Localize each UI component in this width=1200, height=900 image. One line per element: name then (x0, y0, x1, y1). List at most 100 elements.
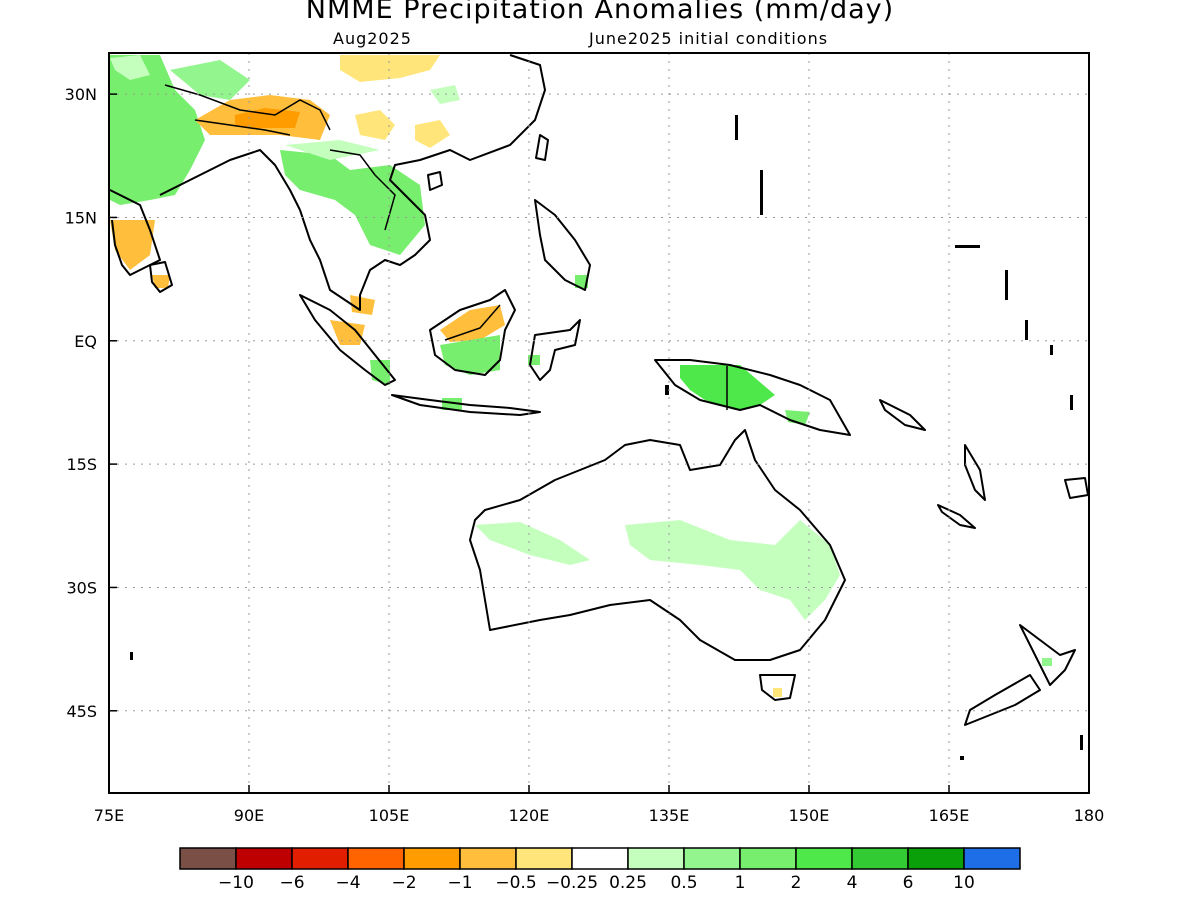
anomaly-china-yellow-2 (355, 110, 395, 140)
anomaly-china-yellow-1 (340, 55, 440, 82)
colorbar-swatch (459, 847, 517, 870)
island-palau (665, 385, 669, 395)
coast-java (391, 394, 541, 416)
anomaly-himalaya-dark (235, 108, 300, 128)
border-himalaya (164, 84, 331, 131)
coast-indochina (299, 54, 546, 311)
colorbar-label: 2 (791, 873, 802, 893)
colorbar-swatch (347, 847, 405, 870)
longitude-tick-labels: 75E 90E 105E 120E 135E 150E 165E 180 (94, 785, 1105, 825)
border-indochina (329, 149, 396, 231)
country-borders (164, 84, 728, 410)
lat-lon-grid (109, 53, 1089, 793)
colorbar-swatch (627, 847, 685, 870)
coast-sumatra (299, 294, 396, 386)
anomaly-bali-green (442, 398, 462, 410)
lat-tick-label: 45S (66, 702, 97, 721)
coast-philippines (534, 199, 591, 291)
colorbar-swatch (571, 847, 629, 870)
lon-tick-label: 165E (929, 806, 970, 825)
colorbar-label: −10 (218, 873, 254, 893)
colorbar-label: 1 (735, 873, 746, 893)
colorbar-swatch (851, 847, 909, 870)
colorbar-swatch (235, 847, 293, 870)
colorbar-swatch (291, 847, 349, 870)
lat-tick-label: 15N (65, 208, 97, 227)
anomaly-india-green (110, 55, 205, 205)
anomaly-sumatra-orange (330, 320, 365, 345)
anomaly-australia-east (625, 520, 840, 620)
anomaly-nz-green (1042, 658, 1052, 666)
colorbar-swatch (907, 847, 965, 870)
coast-taiwan (535, 134, 549, 161)
coast-fiji (1064, 477, 1089, 499)
island-guam (735, 115, 738, 140)
colorbar-swatch (739, 847, 797, 870)
anomaly-indochina-green (280, 150, 425, 255)
coast-srilanka (149, 261, 173, 293)
colorbar-swatch (179, 847, 237, 870)
coast-sulawesi (529, 319, 581, 381)
colorbar-label: 10 (953, 873, 975, 893)
coast-new-caledonia (937, 504, 976, 529)
colorbar-swatch (795, 847, 853, 870)
anomaly-mindanao-green (575, 275, 588, 288)
coast-tasmania (759, 674, 796, 701)
coast-solomons (879, 399, 926, 431)
pacific-islands (130, 115, 1083, 760)
island-carolines-1 (955, 245, 980, 248)
colorbar-labels: −10 −6 −4 −2 −1 −0.5 −0.25 0.25 0.5 1 2 4 6 10 (218, 873, 975, 893)
colorbar-label: 6 (903, 873, 914, 893)
coast-australia (469, 429, 846, 661)
island-tuvalu (1070, 395, 1073, 410)
anomaly-china-yellow-3 (415, 120, 450, 148)
colorbar-swatch (963, 847, 1021, 870)
colorbar-label: −1 (447, 873, 472, 893)
island-carolines-2 (1005, 270, 1008, 300)
lat-tick-label: 30S (66, 578, 97, 597)
map-title: NMME Precipitation Anomalies (mm/day) (305, 0, 895, 25)
anomaly-srilanka-orange (152, 275, 170, 288)
coast-nz-north (1019, 624, 1076, 686)
lon-tick-label: 180 (1074, 806, 1105, 825)
latitude-tick-labels: 30N 15N EQ 15S 30S 45S (65, 85, 117, 721)
island-kermadec (1080, 735, 1083, 750)
colorbar-label: 0.5 (670, 873, 697, 893)
island-kiribati (1050, 345, 1053, 355)
coast-vanuatu (964, 444, 986, 501)
coast-nz-south (964, 674, 1041, 726)
colorbar-label: −0.25 (546, 873, 598, 893)
lon-tick-label: 90E (234, 806, 264, 825)
anomaly-shading (110, 55, 1052, 697)
lat-tick-label: 30N (65, 85, 97, 104)
coast-borneo (429, 289, 516, 376)
map-frame (108, 52, 1090, 794)
colorbar-swatch (515, 847, 573, 870)
colorbar-label: −4 (335, 873, 360, 893)
island-macquarie (960, 756, 964, 760)
island-marianas (760, 170, 763, 215)
coast-hainan (427, 171, 443, 191)
lon-tick-label: 105E (369, 806, 410, 825)
anomaly-southindia-orange (110, 220, 155, 270)
colorbar-label: 4 (847, 873, 858, 893)
colorbar-swatch (403, 847, 461, 870)
anomaly-india-light (110, 55, 150, 80)
colorbar-swatch (683, 847, 741, 870)
lon-tick-label: 120E (509, 806, 550, 825)
initial-conditions-label: June2025 initial conditions (589, 29, 829, 48)
lon-tick-label: 75E (94, 806, 124, 825)
lon-tick-label: 150E (789, 806, 830, 825)
colorbar-label: −6 (279, 873, 304, 893)
anomaly-tibet-green (170, 60, 250, 100)
anomaly-malay-orange (350, 295, 375, 315)
lon-tick-label: 135E (649, 806, 690, 825)
lat-tick-label: EQ (74, 332, 97, 351)
colorbar-label: −2 (391, 873, 416, 893)
border-borneo (444, 304, 501, 341)
coast-bay-of-bengal (159, 149, 301, 211)
colorbar-label: −0.5 (495, 873, 536, 893)
border-nepal (194, 119, 291, 136)
island-sw-indian (130, 652, 133, 660)
